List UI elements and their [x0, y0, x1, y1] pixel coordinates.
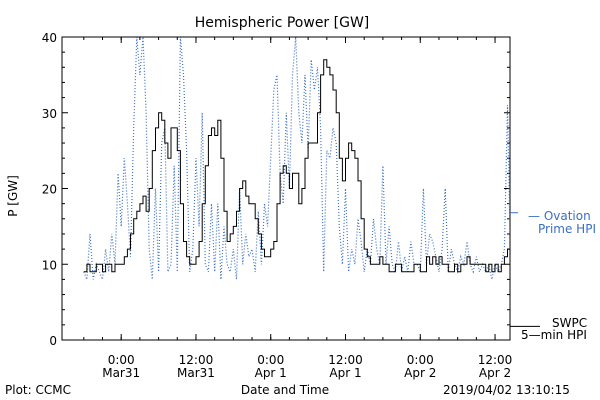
y-tick-label: 10 [42, 258, 57, 272]
x-tick-date: Apr 1 [255, 366, 287, 380]
legend: — Ovation Prime HPI SWPC 5—min HPI [510, 209, 596, 342]
x-tick-label: 12:00 [179, 353, 214, 367]
x-tick-date: Mar31 [102, 366, 140, 380]
series-ovation-prime-line [83, 37, 510, 280]
legend-swpc-line2: 5—min HPI [521, 328, 587, 342]
x-tick-date: Apr 2 [479, 366, 511, 380]
series-layer [83, 37, 510, 280]
x-tick-label: 0:00 [108, 353, 135, 367]
chart-title: Hemispheric Power [GW] [195, 15, 370, 31]
legend-ovation-line1: — Ovation [528, 209, 591, 223]
legend-ovation-line2: Prime HPI [538, 222, 596, 236]
footer-timestamp: 2019/04/02 13:10:15 [443, 383, 570, 397]
plot-area [61, 36, 511, 341]
y-tick-label: 30 [42, 107, 57, 121]
legend-swpc-line1: SWPC [552, 316, 587, 330]
y-tick-label: 0 [49, 334, 57, 348]
x-tick-date: Apr 2 [404, 366, 436, 380]
series-swpc-line [83, 59, 510, 273]
y-axis-label: P [GW] [6, 175, 20, 217]
y-tick-labels: 0 10 20 30 40 [42, 31, 57, 348]
x-tick-label: 12:00 [328, 353, 363, 367]
footer-credit: Plot: CCMC [5, 383, 71, 397]
x-tick-date: Apr 1 [329, 366, 361, 380]
y-tick-label: 40 [42, 31, 57, 45]
x-tick-label: 12:00 [478, 353, 513, 367]
x-tick-label: 0:00 [407, 353, 434, 367]
x-tick-date: Mar31 [177, 366, 215, 380]
x-tick-label: 0:00 [257, 353, 284, 367]
x-axis-label: Date and Time [241, 383, 329, 397]
axis-ticks [62, 36, 510, 341]
plot-border [61, 36, 511, 341]
y-tick-label: 20 [42, 183, 57, 197]
